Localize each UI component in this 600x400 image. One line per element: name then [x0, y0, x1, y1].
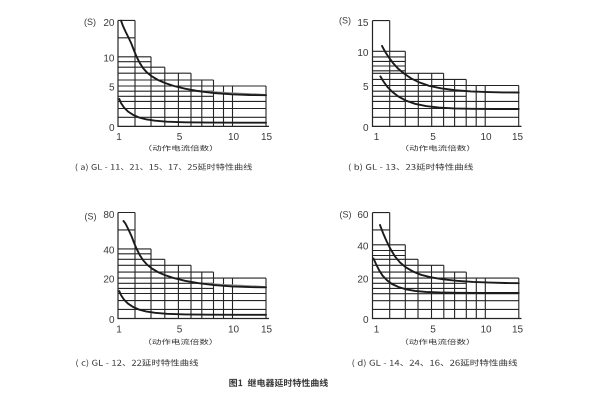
svg-text:10: 10 — [480, 324, 492, 335]
svg-text:1: 1 — [374, 324, 380, 335]
svg-text:10: 10 — [480, 132, 492, 143]
svg-text:80: 80 — [103, 210, 115, 221]
svg-text:1: 1 — [374, 132, 380, 143]
svg-text:(S): (S) — [85, 212, 97, 222]
svg-text:1: 1 — [116, 324, 122, 335]
svg-text:5: 5 — [177, 132, 183, 143]
svg-text:60: 60 — [357, 210, 369, 221]
svg-text:15: 15 — [357, 18, 369, 29]
svg-text:(S): (S) — [84, 17, 96, 27]
svg-text:10: 10 — [228, 324, 240, 335]
svg-text:15: 15 — [512, 324, 524, 335]
svg-text:(S): (S) — [340, 210, 352, 220]
svg-text:15: 15 — [512, 132, 524, 143]
svg-text:10: 10 — [228, 132, 240, 143]
svg-text:0: 0 — [109, 123, 115, 134]
svg-text:20: 20 — [103, 18, 115, 29]
svg-text:15: 15 — [261, 132, 273, 143]
svg-text:10: 10 — [357, 48, 369, 59]
svg-text:0: 0 — [363, 315, 369, 326]
svg-text:20: 20 — [357, 275, 369, 286]
svg-text:5: 5 — [430, 132, 436, 143]
svg-text:20: 20 — [103, 275, 115, 286]
svg-text:40: 40 — [103, 246, 115, 257]
svg-text:15: 15 — [261, 324, 273, 335]
svg-text:0: 0 — [109, 315, 115, 326]
svg-text:1: 1 — [116, 132, 122, 143]
svg-text:0: 0 — [363, 123, 369, 134]
svg-text:5: 5 — [177, 324, 183, 335]
svg-text:5: 5 — [363, 82, 369, 93]
svg-text:10: 10 — [103, 53, 115, 64]
svg-text:40: 40 — [357, 241, 369, 252]
svg-text:5: 5 — [109, 83, 115, 94]
svg-text:(S): (S) — [339, 16, 351, 26]
svg-text:5: 5 — [430, 324, 436, 335]
